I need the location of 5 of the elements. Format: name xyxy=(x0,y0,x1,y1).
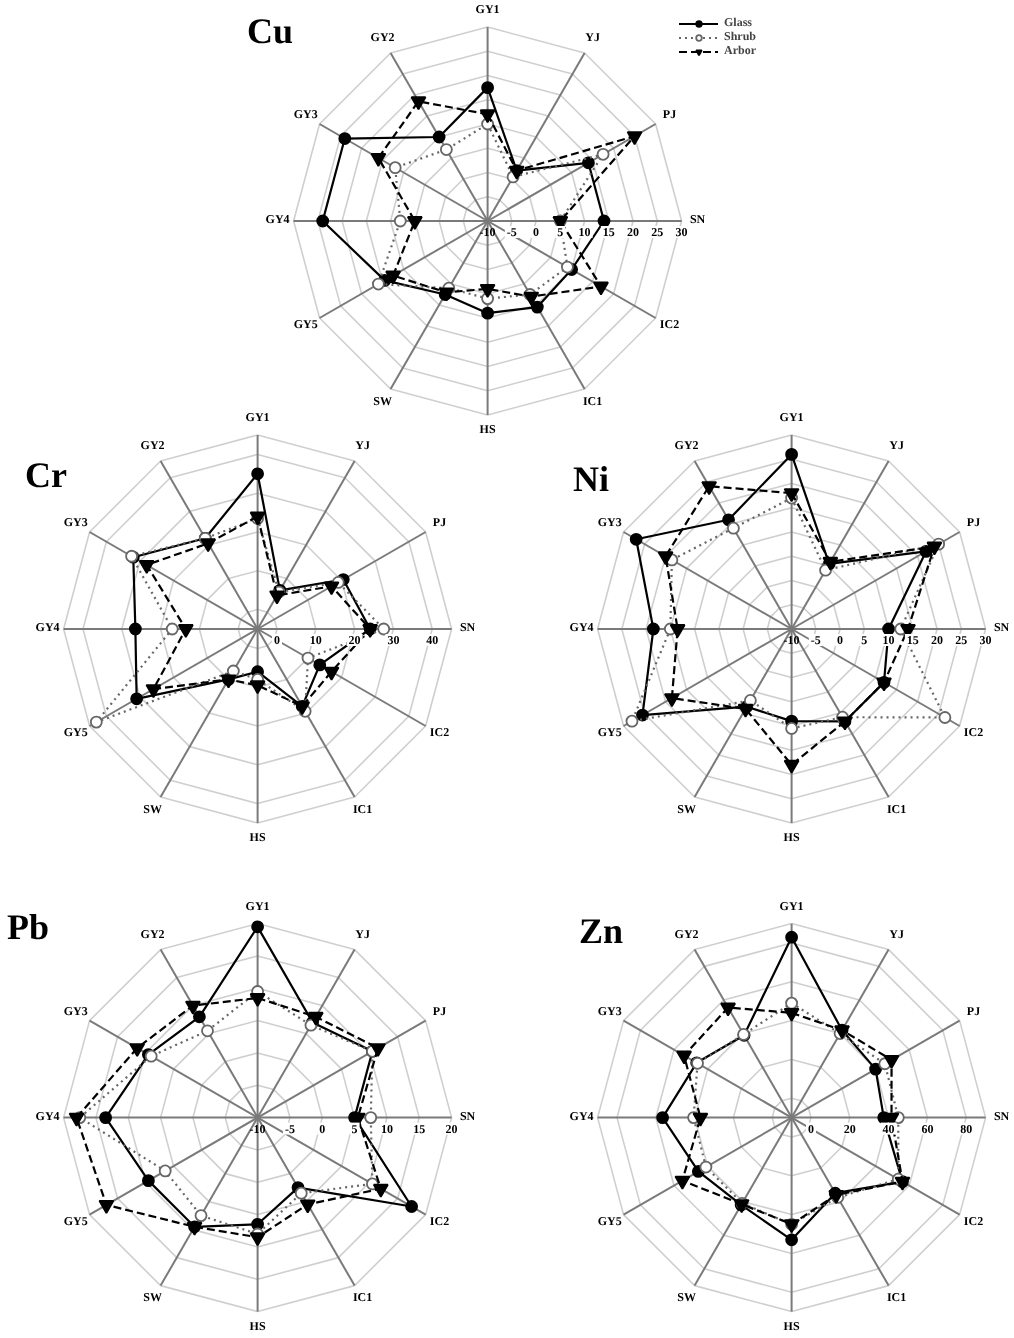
chart-title: Pb xyxy=(7,907,50,947)
text: Ni xyxy=(573,459,609,499)
chart-title: Cu xyxy=(247,11,294,51)
chart-title: Zn xyxy=(579,911,624,951)
text: Cr xyxy=(25,455,67,495)
